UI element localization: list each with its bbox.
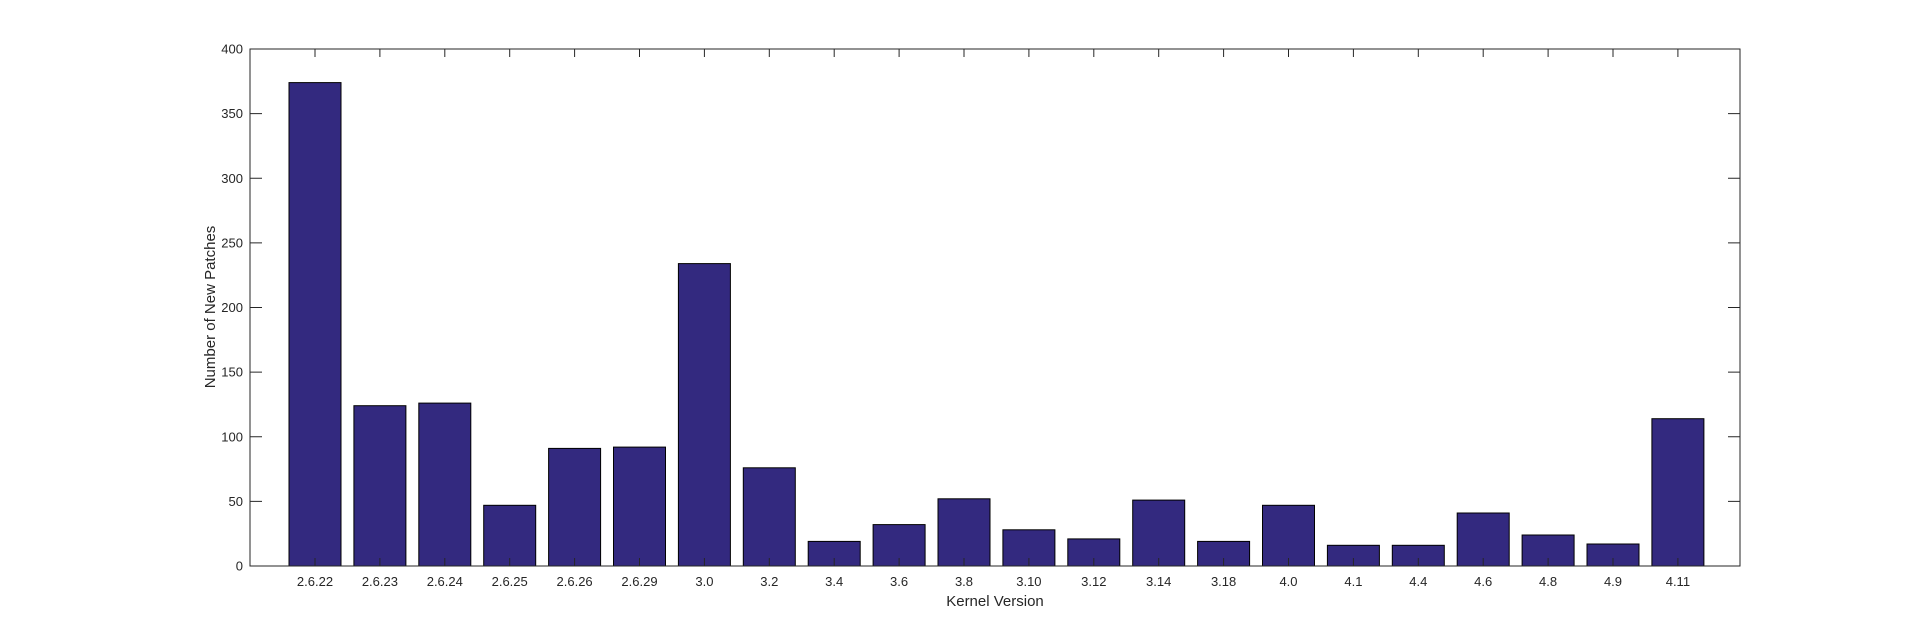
bar-2.6.29: [613, 446, 666, 567]
x-tick-label: 3.10: [1016, 574, 1041, 589]
x-tick-label: 3.18: [1211, 574, 1236, 589]
x-tick-label: 3.12: [1081, 574, 1106, 589]
x-tick-label: 3.14: [1146, 574, 1171, 589]
y-tick-label: 150: [221, 365, 243, 380]
bar-2.6.22: [288, 82, 342, 567]
y-tick-label: 250: [221, 235, 243, 250]
bar-2.6.25: [483, 504, 537, 567]
x-tick-label: 4.11: [1666, 574, 1690, 589]
y-tick-label: 50: [229, 494, 243, 509]
x-tick-label: 2.6.22: [297, 574, 333, 589]
bar-2.6.23: [353, 405, 407, 567]
x-tick-label: 2.6.23: [362, 574, 398, 589]
x-tick-label: 4.0: [1279, 574, 1297, 589]
x-tick-label: 3.6: [890, 574, 908, 589]
x-tick-label: 4.1: [1344, 574, 1362, 589]
y-tick-label: 350: [221, 106, 243, 121]
plot-frame: [249, 48, 1741, 567]
bar-4.11: [1651, 418, 1705, 567]
x-tick-label: 3.0: [695, 574, 713, 589]
x-tick-label: 4.9: [1604, 574, 1622, 589]
x-tick-label: 4.6: [1474, 574, 1492, 589]
x-tick-label: 2.6.25: [492, 574, 528, 589]
x-axis-label: Kernel Version: [946, 593, 1044, 610]
x-tick-label: 4.4: [1409, 574, 1427, 589]
x-tick-label: 2.6.24: [427, 574, 463, 589]
y-axis-label: Number of New Patches: [202, 226, 219, 389]
y-tick-label: 400: [221, 42, 243, 57]
x-tick-label: 4.8: [1539, 574, 1557, 589]
ticks-group: 2.6.22 2.6.23 2.6.24 2.6.25 2.6.26 2.6.29 3.0 3…: [221, 42, 1740, 589]
x-tick-label: 2.6.29: [621, 574, 657, 589]
plot-area: [250, 49, 1740, 566]
bar-3.0: [677, 263, 731, 567]
x-tick-label: 3.4: [825, 574, 843, 589]
y-tick-label: 100: [221, 429, 243, 444]
bar-4.6: [1456, 512, 1510, 567]
x-tick-label: 3.8: [955, 574, 973, 589]
bars-group: [288, 82, 1705, 567]
x-tick-label: 2.6.26: [557, 574, 593, 589]
bar-3.14: [1132, 499, 1186, 567]
bar-2.6.26: [548, 447, 602, 567]
bar-4.0: [1262, 504, 1315, 567]
bar-3.2: [742, 467, 796, 567]
x-tick-label: 3.2: [760, 574, 778, 589]
bar-2.6.24: [418, 402, 472, 567]
y-tick-label: 200: [221, 300, 243, 315]
bar-3.8: [937, 498, 991, 567]
y-tick-label: 300: [221, 171, 243, 186]
y-tick-label: 0: [236, 559, 243, 574]
